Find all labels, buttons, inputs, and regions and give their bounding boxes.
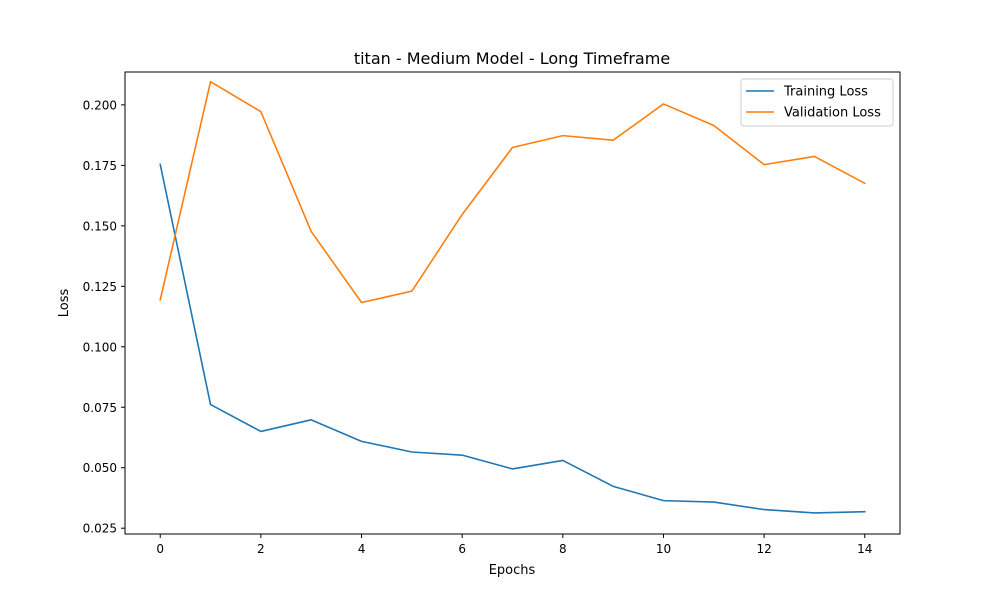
y-axis: 0.025 0.050 0.075 0.100 0.125 0.150 0.175 0.200: [83, 98, 125, 536]
x-tick-label: 4: [358, 542, 366, 556]
x-tick-label: 0: [156, 542, 164, 556]
plot-area: [159, 80, 866, 514]
legend-label-0: Training Loss: [783, 85, 868, 100]
legend-box: [740, 78, 894, 127]
y-tick-label: 0.200: [83, 98, 117, 112]
y-tick-label: 0.150: [83, 219, 117, 233]
y-tick-label: 0.175: [83, 159, 117, 173]
x-axis-label: Epochs: [489, 563, 536, 578]
y-axis-label: Loss: [57, 289, 72, 318]
y-tick-label: 0.025: [83, 522, 117, 536]
x-tick-label: 6: [458, 542, 466, 556]
y-tick-label: 0.125: [83, 280, 117, 294]
x-tick-label: 14: [857, 542, 872, 556]
y-tick-label: 0.075: [83, 401, 117, 415]
plot-frame: [124, 71, 901, 535]
x-tick-label: 10: [656, 542, 671, 556]
series-line-1: [159, 80, 866, 304]
y-tick-label: 0.050: [83, 461, 117, 475]
x-tick-label: 2: [257, 542, 265, 556]
legend: Training Loss Validation Loss: [740, 78, 894, 127]
series-line-0: [159, 163, 866, 514]
chart-title: titan - Medium Model - Long Timeframe: [354, 49, 670, 68]
y-tick-label: 0.100: [83, 340, 117, 354]
x-tick-label: 12: [756, 542, 771, 556]
x-tick-label: 8: [559, 542, 567, 556]
legend-label-1: Validation Loss: [784, 106, 881, 121]
x-axis: 0 2 4 6 8 10 12 14: [156, 534, 872, 556]
